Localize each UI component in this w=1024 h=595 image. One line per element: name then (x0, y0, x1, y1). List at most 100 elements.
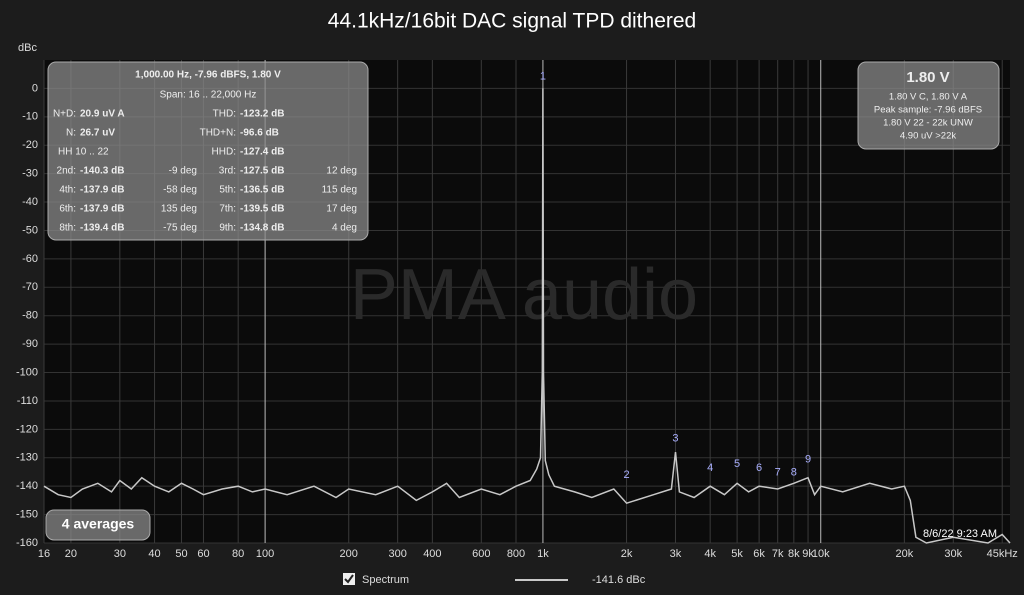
x-tick-label: 6k (753, 548, 765, 560)
metric-label: HHD: (212, 147, 236, 158)
harmonic-value: -140.3 dB (80, 166, 124, 177)
x-tick-label: 400 (423, 548, 441, 560)
y-axis-label: dBc (18, 42, 37, 54)
y-tick-label: -90 (22, 338, 38, 350)
harmonic-value: -134.8 dB (240, 223, 284, 234)
harmonic-marker: 1 (540, 70, 546, 82)
y-tick-label: -40 (22, 196, 38, 208)
x-tick-label: 20 (65, 548, 77, 560)
x-tick-label: 1k (537, 548, 549, 560)
x-tick-label: 30 (114, 548, 126, 560)
x-tick-label: 16 (38, 548, 50, 560)
y-tick-label: -20 (22, 139, 38, 151)
x-tick-label: 2k (621, 548, 633, 560)
harmonic-label: 4th: (59, 185, 76, 196)
metric-label: N: (66, 128, 76, 139)
harmonic-value: -127.5 dB (240, 166, 284, 177)
y-tick-label: -130 (16, 452, 38, 464)
level-detail: 4.90 uV >22k (900, 131, 957, 142)
harmonic-phase: -75 deg (163, 223, 197, 234)
harmonic-phase: 135 deg (161, 204, 197, 215)
chart-title: 44.1kHz/16bit DAC signal TPD dithered (328, 10, 696, 33)
y-tick-label: -120 (16, 423, 38, 435)
info-header: 1,000.00 Hz, -7.96 dBFS, 1.80 V (135, 70, 281, 81)
x-tick-label: 8k (788, 548, 800, 560)
metric-value: -96.6 dB (240, 128, 279, 139)
harmonic-value: -137.9 dB (80, 185, 124, 196)
harmonic-label: 7th: (219, 204, 236, 215)
harmonic-marker: 3 (672, 433, 678, 445)
level: 1.80 V (906, 69, 949, 86)
x-tick-label: 300 (388, 548, 406, 560)
y-tick-label: 0 (32, 82, 38, 94)
x-tick-label: 10k (812, 548, 830, 560)
x-tick-label: 5k (731, 548, 743, 560)
harmonic-marker: 2 (623, 469, 629, 481)
harmonic-label: 9th: (219, 223, 236, 234)
x-tick-label: 200 (340, 548, 358, 560)
harmonic-phase: 17 deg (326, 204, 357, 215)
y-tick-label: -140 (16, 480, 38, 492)
harmonic-label: 2nd: (57, 166, 76, 177)
metric-label: THD: (213, 109, 236, 120)
watermark: PMA audio (350, 255, 698, 335)
harmonic-phase: -58 deg (163, 185, 197, 196)
x-tick-label: 80 (232, 548, 244, 560)
x-tick-label: 40 (148, 548, 160, 560)
y-tick-label: -10 (22, 111, 38, 123)
averages[interactable]: 4 averages (62, 516, 135, 532)
x-tick-label: 7k (772, 548, 784, 560)
harmonic-value: -137.9 dB (80, 204, 124, 215)
x-tick-label: 60 (197, 548, 209, 560)
level-detail: 1.80 V 22 - 22k UNW (883, 118, 973, 129)
harmonic-marker: 9 (805, 453, 811, 465)
harmonic-value: -139.5 dB (240, 204, 284, 215)
y-tick-label: -100 (16, 366, 38, 378)
x-tick-label: 100 (256, 548, 274, 560)
metric-value: 20.9 uV A (80, 109, 125, 120)
y-tick-label: -150 (16, 508, 38, 520)
y-tick-label: -70 (22, 281, 38, 293)
info-panel (47, 61, 369, 241)
harmonic-marker: 7 (775, 467, 781, 479)
harmonic-value: -139.4 dB (80, 223, 124, 234)
level-detail: Peak sample: -7.96 dBFS (874, 105, 982, 116)
y-tick-label: -50 (22, 224, 38, 236)
harmonic-value: -136.5 dB (240, 185, 284, 196)
info-span: Span: 16 .. 22,000 Hz (160, 90, 257, 101)
harmonic-marker: 6 (756, 462, 762, 474)
y-tick-label: -30 (22, 168, 38, 180)
y-tick-label: -80 (22, 310, 38, 322)
averages-button[interactable] (45, 509, 151, 541)
x-tick-label: 30k (944, 548, 962, 560)
x-tick-label: 20k (895, 548, 913, 560)
date: 8/6/22 9:23 AM (923, 528, 997, 540)
harmonic-label: 6th: (59, 204, 76, 215)
x-tick-label: 800 (507, 548, 525, 560)
y-tick-label: -60 (22, 253, 38, 265)
x-tick-label: 9k (802, 548, 814, 560)
y-tick-label: -160 (16, 537, 38, 549)
metric-value: -127.4 dB (240, 147, 284, 158)
level-detail: 1.80 V C, 1.80 V A (889, 92, 968, 103)
harmonic-marker: 5 (734, 458, 740, 470)
harmonic-phase: 4 deg (332, 223, 357, 234)
spectrum-line (43, 88, 1011, 544)
check (344, 574, 354, 584)
legend-label[interactable]: Spectrum (362, 574, 409, 586)
x-tick-label: 4k (704, 548, 716, 560)
level-panel (857, 61, 1000, 150)
harmonic-label: 8th: (59, 223, 76, 234)
x-tick-label: 50 (175, 548, 187, 560)
metric-value: 26.7 uV (80, 128, 115, 139)
harmonic-label: 5th: (219, 185, 236, 196)
harmonic-phase: -9 deg (169, 166, 197, 177)
x-tick-label: 3k (670, 548, 682, 560)
metric-value: -123.2 dB (240, 109, 284, 120)
metric-label: HH 10 .. 22 (58, 147, 109, 158)
y-tick-label: -110 (17, 395, 38, 407)
harmonic-marker: 4 (707, 462, 713, 474)
x-tick-label: 600 (472, 548, 490, 560)
harmonic-phase: 115 deg (322, 185, 357, 196)
